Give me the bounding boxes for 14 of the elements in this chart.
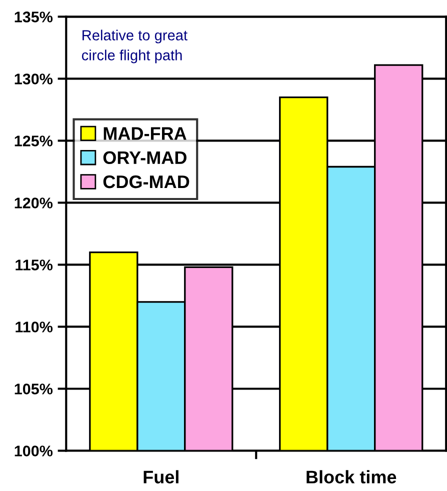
- y-tick-label: 100%: [14, 446, 53, 456]
- legend-label: CDG-MAD: [103, 175, 190, 188]
- x-tick-label: Fuel: [144, 470, 178, 484]
- y-tick-label: 130%: [14, 74, 53, 84]
- y-tick-label: 110%: [16, 322, 53, 332]
- y-tick-label: 120%: [14, 198, 53, 208]
- legend-label: ORY-MAD: [103, 151, 186, 164]
- y-tick-label: 115%: [16, 260, 53, 270]
- y-tick-label: 105%: [14, 384, 53, 394]
- legend-label: MAD-FRA: [104, 127, 186, 140]
- y-tick-label: 125%: [14, 136, 53, 146]
- y-tick-label: 135%: [14, 12, 53, 22]
- annotation: Relative to great circle flight path: [82, 30, 188, 64]
- x-tick-label: Block time: [306, 470, 396, 484]
